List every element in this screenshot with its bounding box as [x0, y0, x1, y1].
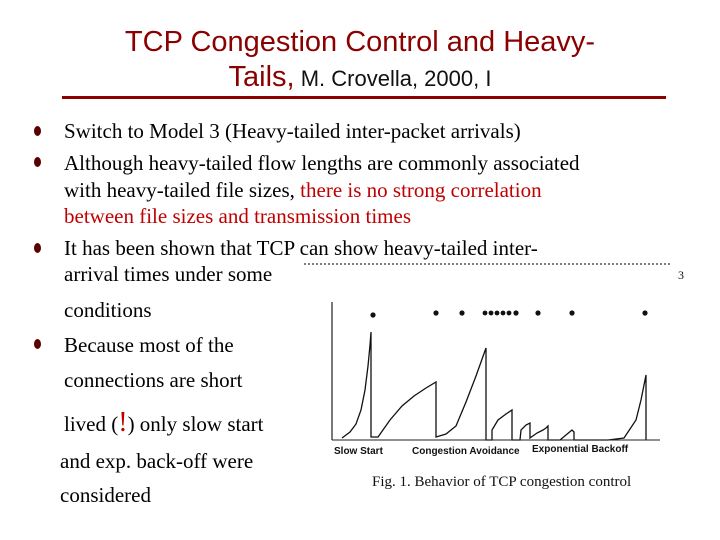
slide-title: TCP Congestion Control and Heavy- Tails,… — [0, 24, 720, 96]
bullet-2-line-2-plain: with heavy-tailed file sizes, — [64, 178, 301, 202]
bullet-3-line-3: conditions — [64, 298, 152, 322]
bullet-4-line-4: and exp. back-off were — [60, 449, 254, 473]
bullet-3-line-2: arrival times under some — [64, 262, 273, 286]
bullet-2-line-2: with heavy-tailed file sizes, there is n… — [64, 177, 542, 203]
bullet-4-line-3-a: lived ( — [64, 412, 119, 436]
phase-label-exponential-backoff: Exponential Backoff — [532, 444, 629, 455]
bullet-4-line-5: considered — [60, 483, 151, 507]
bullet-2-highlight: there is no strong correlation — [300, 178, 542, 202]
bullet-1-text: Switch to Model 3 (Heavy-tailed inter-pa… — [64, 119, 521, 143]
bullet-dot-3 — [34, 243, 41, 253]
bullet-dot-1 — [34, 126, 41, 136]
congestion-window-curve — [341, 331, 647, 441]
exclamation-mark: ! — [118, 407, 128, 438]
title-line-1: TCP Congestion Control and Heavy- — [124, 26, 596, 58]
bullet-dot-2 — [34, 157, 41, 167]
bullet-4-line-3: lived (!) only slow start — [64, 407, 264, 438]
bullet-dot-4 — [34, 339, 41, 349]
bullet-4-line-3-b: ) only slow start — [127, 412, 264, 436]
bullet-4-line-2: connections are short — [64, 368, 243, 392]
title-divider — [62, 96, 666, 99]
phase-label-congestion-avoidance: Congestion Avoidance — [412, 446, 520, 457]
phase-label-slow-start: Slow Start — [334, 446, 383, 457]
title-citation: M. Crovella, 2000, I — [294, 66, 492, 91]
bullet-2-line-3: between file sizes and transmission time… — [64, 204, 412, 228]
title-line-2: Tails, M. Crovella, 2000, I — [0, 60, 720, 96]
figure-corner-number: 3 — [678, 268, 684, 282]
figure-caption: Fig. 1. Behavior of TCP congestion contr… — [372, 474, 632, 490]
bullet-3-line-1: It has been shown that TCP can show heav… — [64, 236, 538, 260]
bullet-2-line-1: Although heavy-tailed flow lengths are c… — [64, 151, 580, 175]
loss-event-dots — [370, 310, 648, 318]
bullet-4-line-1: Because most of the — [64, 333, 234, 357]
title-tails: Tails, — [228, 61, 295, 93]
